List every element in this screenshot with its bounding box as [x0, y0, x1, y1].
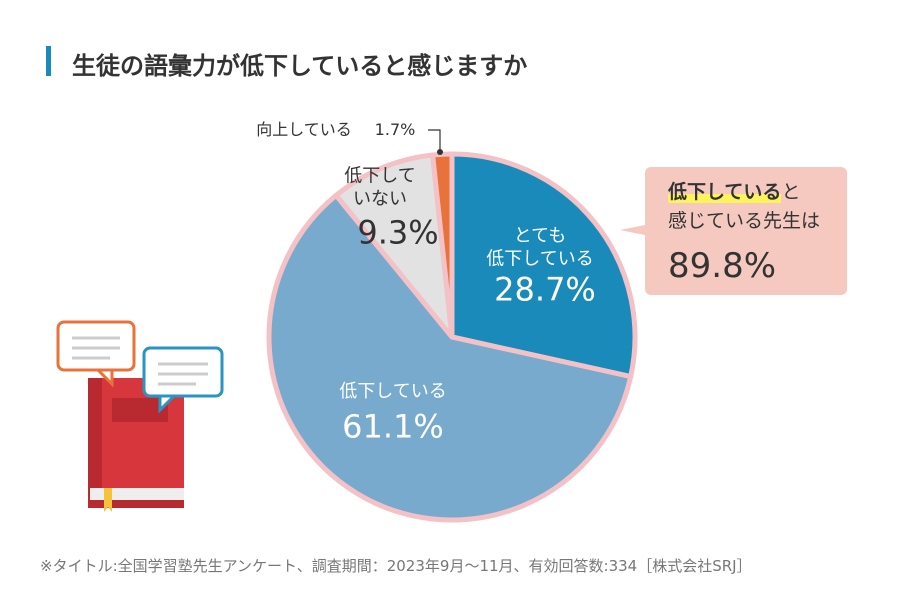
pie-slice	[333, 152, 455, 340]
value-label: 1.7%	[374, 120, 416, 139]
value-label: 28.7%	[494, 270, 596, 309]
value-label: 9.3%	[357, 213, 439, 252]
category-label: とても 低下している	[486, 225, 594, 270]
book-icon	[56, 320, 224, 512]
chart-title: 生徒の語彙力が低下していると感じますか	[72, 52, 528, 80]
callout-highlight: 低下している	[668, 181, 782, 203]
footnote: ※タイトル:全国学習塾先生アンケート、調査期間：2023年9月～11月、有効回答…	[40, 557, 752, 575]
title-bar	[46, 46, 51, 76]
callout-pointer	[620, 225, 645, 235]
category-label: 低下している	[339, 380, 447, 402]
leader-dot	[437, 149, 443, 155]
category-label: 向上している	[256, 120, 352, 139]
pie-slice	[266, 192, 634, 523]
pie-slice	[430, 151, 455, 340]
value-label: 61.1%	[342, 407, 444, 446]
callout-value: 89.8%	[668, 246, 777, 286]
callout-text: と 感じている先生は	[668, 181, 821, 232]
callout: 低下していると 感じている先生は 89.8%	[668, 178, 820, 292]
leader-line	[428, 129, 441, 152]
pie	[266, 151, 638, 523]
category-label: 低下して いない	[344, 165, 416, 210]
pie-slice	[449, 151, 638, 380]
